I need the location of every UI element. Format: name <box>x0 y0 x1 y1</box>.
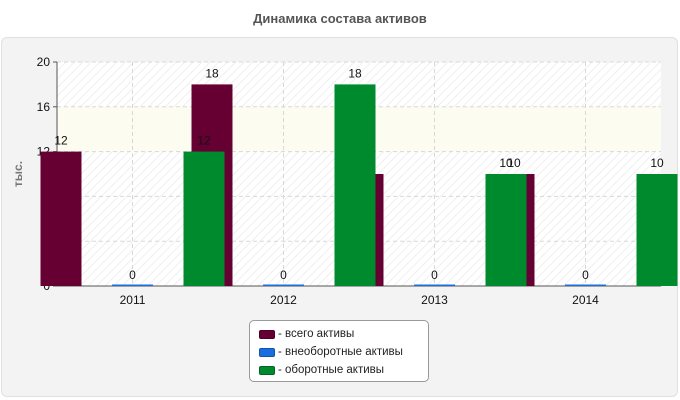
bar-noncurrent <box>112 284 153 286</box>
legend-label-noncurrent: - внеоборотные активы <box>278 346 403 358</box>
bar-current <box>636 174 678 286</box>
data-label: 18 <box>205 66 219 80</box>
bar-current <box>183 151 225 286</box>
data-label: 10 <box>507 156 521 170</box>
data-label: 0 <box>582 268 589 282</box>
y-axis-label: тыс. <box>11 161 25 187</box>
data-label: 0 <box>431 268 438 282</box>
legend-swatch-noncurrent <box>259 347 275 357</box>
data-label: 10 <box>650 156 664 170</box>
x-tick-label: 2014 <box>572 293 599 307</box>
legend-item-total: - всего активы <box>259 325 428 343</box>
bar-current <box>485 174 527 286</box>
legend-item-noncurrent: - внеоборотные активы <box>259 343 428 361</box>
legend-swatch-current <box>259 365 275 375</box>
x-tick-label: 2013 <box>421 293 448 307</box>
legend: - всего активы - внеоборотные активы - о… <box>249 320 429 382</box>
data-label: 0 <box>280 268 287 282</box>
data-label: 10 <box>499 156 513 170</box>
data-label: 12 <box>54 134 68 148</box>
y-tick-label: 16 <box>37 100 51 114</box>
data-label: 18 <box>348 66 362 80</box>
legend-swatch-total <box>259 329 275 339</box>
legend-label-total: - всего активы <box>278 328 355 340</box>
data-label: 0 <box>129 268 136 282</box>
chart-title: Динамика состава активов <box>253 11 427 26</box>
bar-noncurrent <box>263 284 304 286</box>
data-label: 12 <box>197 134 211 148</box>
y-tick-label: 20 <box>37 55 51 69</box>
bar-total <box>40 151 82 286</box>
legend-label-current: - оборотные активы <box>278 364 385 376</box>
x-tick-label: 2011 <box>120 293 146 307</box>
bar-noncurrent <box>414 284 455 286</box>
bar-noncurrent <box>565 284 606 286</box>
bar-current <box>334 84 376 287</box>
x-tick-label: 2012 <box>270 293 297 307</box>
legend-item-current: - оборотные активы <box>259 361 428 379</box>
